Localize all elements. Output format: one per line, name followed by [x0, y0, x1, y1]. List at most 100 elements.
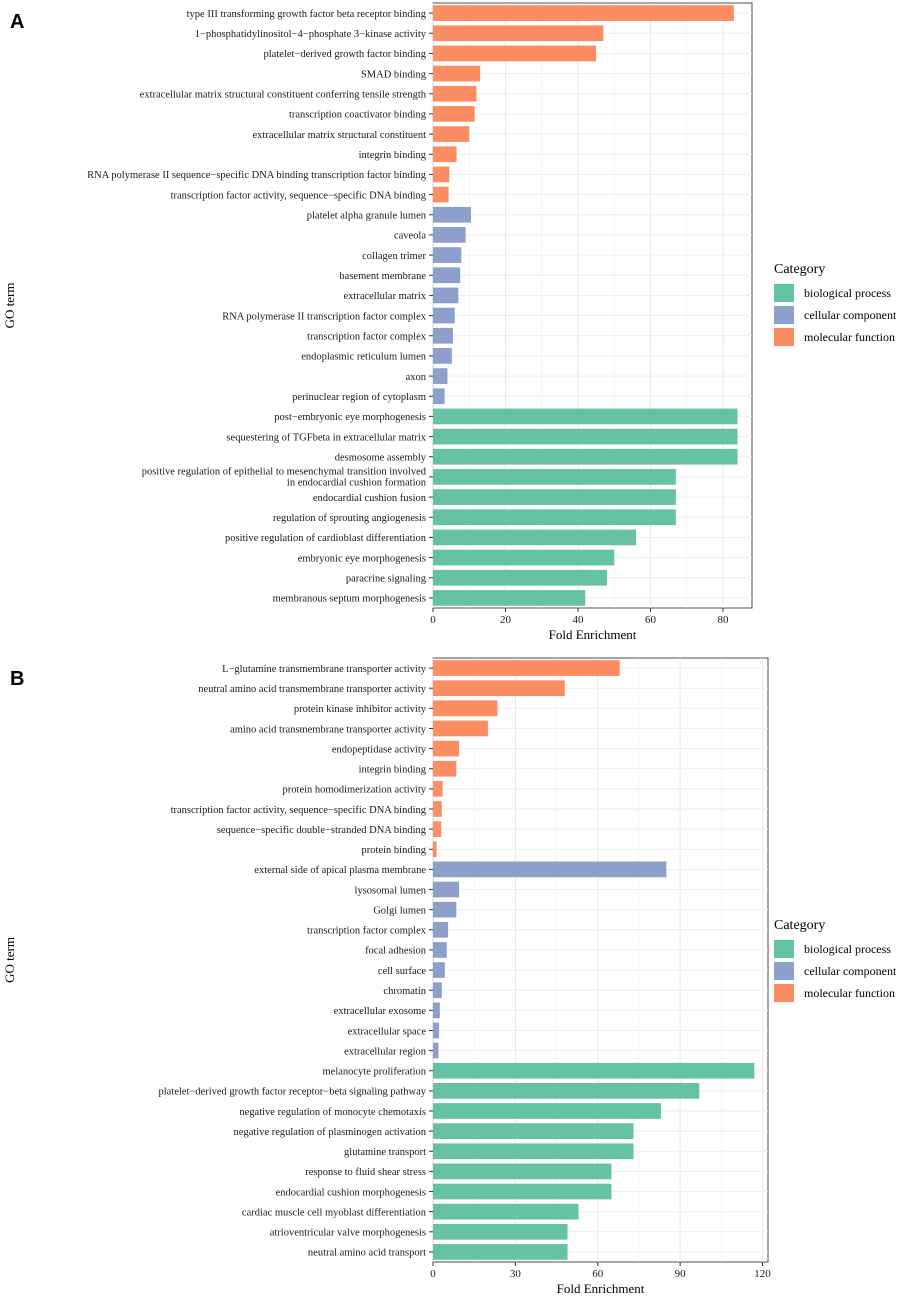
bar — [433, 287, 459, 304]
bar — [433, 1103, 661, 1119]
bar — [433, 469, 676, 485]
bar — [433, 1022, 440, 1039]
panel-b: L−glutamine transmembrane transporter ac… — [2, 657, 897, 1296]
x-tick-label: 40 — [573, 614, 585, 626]
bar — [433, 1002, 440, 1019]
y-tick-label: endopeptidase activity — [332, 744, 427, 755]
bar — [433, 1062, 755, 1079]
y-tick-label: transcription factor complex — [307, 926, 427, 937]
legend: Category biological process cellular compo… — [774, 918, 897, 1002]
y-tick-label: regulation of sprouting angiogenesis — [273, 513, 426, 524]
y-tick-label: post−embryonic eye morphogenesis — [274, 412, 426, 423]
y-tick-label: transcription factor activity, sequence−… — [171, 805, 427, 816]
y-tick-label: focal adhesion — [365, 946, 427, 957]
bar — [433, 368, 448, 384]
y-tick-label: sequestering of TGFbeta in extracellular… — [226, 432, 426, 443]
bar — [433, 227, 466, 243]
y-tick-label: platelet−derived growth factor binding — [264, 49, 427, 60]
legend-swatch — [774, 306, 794, 324]
x-tick-label: 120 — [754, 1268, 771, 1280]
bar — [433, 85, 477, 102]
y-tick-label: neutral amino acid transport — [308, 1248, 426, 1259]
bar — [433, 348, 452, 364]
x-tick-label: 80 — [718, 614, 730, 626]
y-tick-label: SMAD binding — [361, 69, 427, 80]
y-tick-label: embryonic eye morphogenesis — [298, 553, 426, 564]
bar — [433, 327, 453, 344]
y-tick-label: chromatin — [383, 986, 426, 997]
bar — [433, 428, 738, 445]
y-tick-label: extracellular matrix — [344, 291, 427, 302]
bar — [433, 267, 461, 284]
y-tick-label: response to fluid shear stress — [305, 1167, 426, 1178]
bar — [433, 307, 455, 324]
y-tick-label: membranous septum morphogenesis — [273, 594, 426, 605]
plot-panel — [432, 2, 753, 609]
bar — [433, 720, 488, 737]
y-tick-label: extracellular region — [344, 1046, 427, 1057]
y-tick-label: Golgi lumen — [373, 905, 427, 916]
legend-label: biological process — [804, 942, 891, 956]
legend-swatch — [774, 940, 794, 958]
y-tick-label: extracellular space — [348, 1026, 427, 1037]
x-tick-label: 30 — [510, 1268, 522, 1280]
y-tick-label: neutral amino acid transmembrane transpo… — [198, 684, 426, 695]
bar — [433, 942, 447, 958]
y-tick-label: transcription factor complex — [307, 332, 427, 343]
x-axis-title: Fold Enrichment — [557, 1281, 645, 1296]
legend-swatch — [774, 284, 794, 302]
bar — [433, 660, 620, 676]
bar — [433, 861, 667, 878]
y-tick-label: 1−phosphatidylinositol−4−phosphate 3−kin… — [195, 29, 427, 40]
bar — [433, 1143, 634, 1160]
y-tick-label: L−glutamine transmembrane transporter ac… — [222, 664, 427, 675]
bar — [433, 982, 442, 999]
y-tick-label: glutamine transport — [344, 1147, 426, 1158]
legend-swatch — [774, 328, 794, 346]
bar — [433, 448, 738, 465]
x-tick-label: 0 — [430, 614, 436, 626]
y-tick-label: cell surface — [378, 966, 426, 977]
bar — [433, 186, 449, 203]
y-tick-label: extracellular matrix structural constitu… — [253, 130, 427, 141]
bar — [433, 1183, 612, 1200]
y-tick-label: external side of apical plasma membrane — [254, 865, 426, 876]
legend-swatch — [774, 984, 794, 1002]
x-tick-label: 60 — [592, 1268, 604, 1280]
bar — [433, 1244, 568, 1260]
y-tick-label: caveola — [394, 231, 426, 242]
y-tick-label: integrin binding — [359, 150, 427, 161]
bar — [433, 65, 481, 82]
x-tick-label: 20 — [500, 614, 512, 626]
y-tick-label: negative regulation of monocyte chemotax… — [239, 1107, 426, 1118]
bar — [433, 881, 460, 898]
legend-label: molecular function — [804, 986, 895, 1000]
y-axis-title: GO term — [2, 283, 17, 329]
legend-label: cellular component — [804, 308, 897, 322]
legend: Category biological process cellular compo… — [774, 262, 897, 346]
bar — [433, 25, 604, 42]
bar — [433, 509, 676, 526]
y-tick-label: endoplasmic reticulum lumen — [301, 352, 427, 363]
bar — [433, 1123, 634, 1139]
bar — [433, 529, 636, 546]
bar — [433, 1163, 612, 1180]
y-tick-label: positive regulation of cardioblast diffe… — [225, 533, 427, 544]
y-tick-label: paracrine signaling — [346, 574, 427, 585]
bar — [433, 1223, 568, 1240]
bar — [433, 247, 462, 263]
bar — [433, 489, 676, 505]
legend-label: molecular function — [804, 330, 895, 344]
y-tick-label: transcription factor activity, sequence−… — [171, 190, 427, 201]
x-tick-label: 0 — [430, 1268, 436, 1280]
bar — [433, 821, 442, 837]
x-axis-title: Fold Enrichment — [549, 627, 637, 642]
y-tick-label: axon — [406, 372, 427, 383]
bar — [433, 388, 445, 405]
y-tick-label: perinuclear region of cytoplasm — [292, 392, 426, 403]
legend-title: Category — [774, 262, 825, 277]
legend-label: cellular component — [804, 964, 897, 978]
y-tick-label: endocardial cushion morphogenesis — [276, 1187, 426, 1198]
bar — [433, 700, 498, 717]
